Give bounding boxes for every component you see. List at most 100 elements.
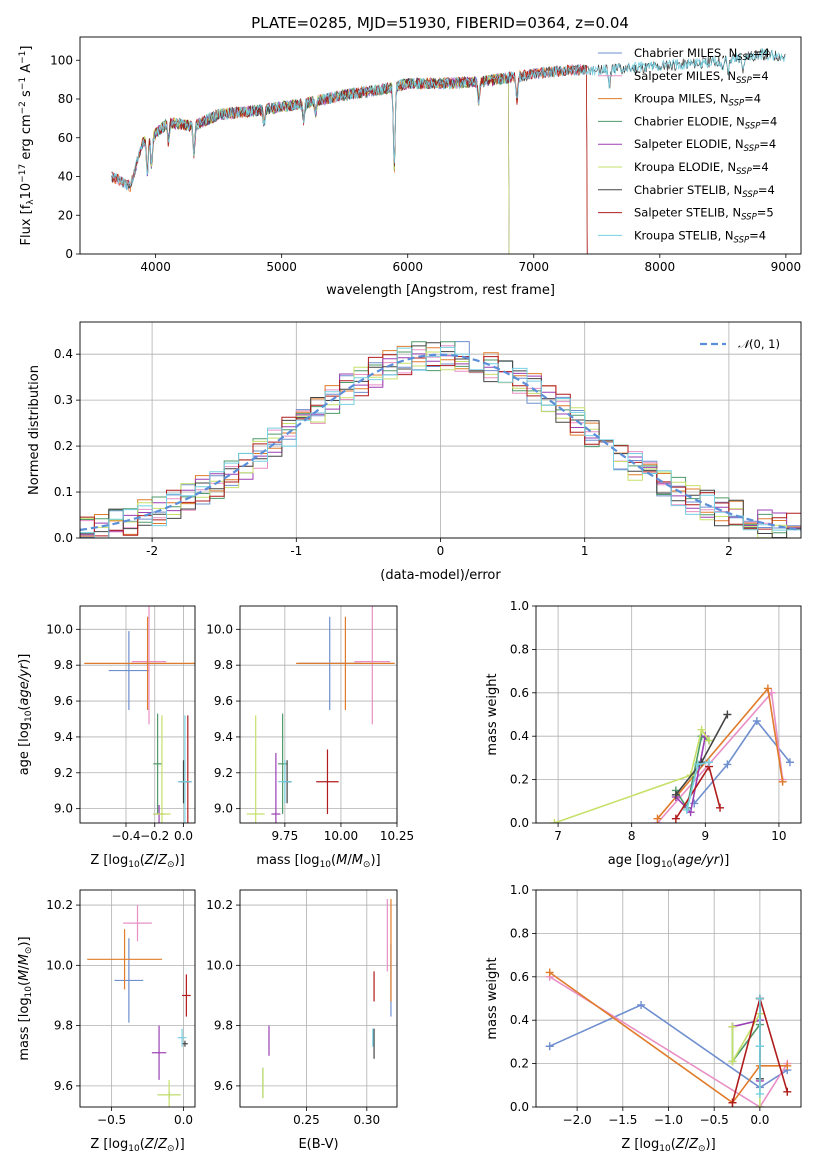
x-tick-label: −0.2 bbox=[140, 829, 169, 843]
weight-marker-kroupa-miles bbox=[763, 684, 772, 693]
axes-age_vs_mass: 9.75 10.00 10.25 9.0 9.2 9.4 9.6 9.8 10.0 mass [l… bbox=[206, 605, 414, 870]
y-axis-label: mass [log10(M/M⊙)] bbox=[17, 936, 34, 1060]
weight-marker-chabrier-miles bbox=[785, 758, 794, 767]
weight-marker-chabrier-miles bbox=[752, 717, 761, 726]
y-tick-label: 10.0 bbox=[46, 622, 73, 636]
y-tick-label: 0.2 bbox=[510, 1057, 529, 1071]
y-tick-label: 0.8 bbox=[510, 926, 529, 940]
y-tick-label: 0.2 bbox=[54, 439, 73, 453]
weight-marker-kroupa-miles bbox=[653, 814, 662, 823]
axes-mass_vs_EBV: 0.25 0.30 9.6 9.8 10.0 10.2 E(B-V) bbox=[206, 889, 398, 1152]
y-tick-label: 0.4 bbox=[54, 347, 73, 361]
x-axis-label: wavelength [Angstrom, rest frame] bbox=[326, 283, 555, 298]
x-tick-label: 0.30 bbox=[353, 1113, 380, 1127]
y-tick-label: 9.8 bbox=[214, 1019, 233, 1033]
x-tick-label: 10.25 bbox=[380, 829, 414, 843]
plot-area bbox=[545, 968, 792, 1107]
legend-entry: Kroupa ELODIE, NSSP=4 bbox=[634, 160, 769, 177]
weight-marker-kroupa-elodie bbox=[755, 1103, 764, 1107]
weight-marker-kroupa-stelib bbox=[704, 758, 713, 767]
axes-spectrum: 4000 5000 6000 7000 8000 9000 0 20 40 60 80 100 wave… bbox=[18, 36, 802, 298]
plot-area bbox=[262, 899, 392, 1098]
y-tick-label: 10.2 bbox=[206, 898, 233, 912]
axes-frame bbox=[239, 889, 398, 1108]
weight-marker-kroupa-elodie bbox=[728, 1057, 737, 1066]
x-axis-label: (data-model)/error bbox=[380, 568, 501, 583]
weight-marker-kroupa-elodie bbox=[704, 736, 713, 745]
y-axis-label: mass weight bbox=[485, 957, 500, 1039]
y-tick-label: 20 bbox=[58, 208, 73, 222]
plot-area bbox=[84, 606, 195, 823]
weight-line-chabrier-miles bbox=[693, 719, 791, 805]
spectrum-line-salpeter-stelib bbox=[111, 64, 588, 254]
x-axis-label: Z [log10(Z/Z⊙)] bbox=[90, 853, 184, 870]
y-tick-label: 9.6 bbox=[214, 694, 233, 708]
y-tick-label: 9.0 bbox=[214, 802, 233, 816]
legend-entry: Kroupa MILES, NSSP=4 bbox=[634, 92, 761, 109]
weight-marker-kroupa-stelib bbox=[755, 1089, 764, 1098]
spectrum-line-chabrier-elodie bbox=[142, 74, 510, 254]
x-axis-label: E(B-V) bbox=[298, 1137, 338, 1152]
legend-entry: Salpeter MILES, NSSP=4 bbox=[634, 69, 769, 86]
legend-entry: 𝒩(0, 1) bbox=[738, 337, 780, 351]
weight-marker-chabrier-miles bbox=[545, 1042, 554, 1051]
y-tick-label: 100 bbox=[50, 53, 73, 67]
panels: 4000 5000 6000 7000 8000 9000020406080100wave… bbox=[17, 36, 802, 1154]
x-tick-label: 0.0 bbox=[174, 829, 193, 843]
axes-frame bbox=[79, 605, 196, 824]
x-tick-label: -1 bbox=[290, 544, 302, 558]
weight-marker-salpeter-stelib bbox=[728, 1098, 737, 1107]
axes-frame bbox=[79, 321, 802, 539]
x-tick-label: 1 bbox=[581, 544, 589, 558]
x-tick-label: 0 bbox=[437, 544, 445, 558]
weight-marker-chabrier-miles bbox=[637, 1001, 646, 1010]
weight-line-kroupa-elodie bbox=[554, 727, 710, 823]
spectrum-line-kroupa-stelib bbox=[111, 48, 786, 191]
axes-mass_vs_Z: −0.5 0.0 9.6 9.8 10.0 10.2 Z [log10(Z/Z⊙)] mass… bbox=[17, 889, 196, 1154]
y-tick-label: 40 bbox=[58, 170, 73, 184]
plot-area bbox=[87, 905, 191, 1107]
weight-line-chabrier-elodie bbox=[675, 734, 710, 810]
weight-marker-kroupa-miles bbox=[783, 1061, 792, 1070]
x-tick-label: 0.0 bbox=[174, 1113, 193, 1127]
legend-entry: Chabrier ELODIE, NSSP=4 bbox=[634, 114, 777, 131]
weight-marker-chabrier-stelib bbox=[723, 710, 732, 719]
x-tick-label: 4000 bbox=[140, 260, 171, 274]
legend-entry: Salpeter ELODIE, NSSP=4 bbox=[634, 137, 776, 154]
x-tick-label: 9000 bbox=[771, 260, 802, 274]
x-tick-label: 10 bbox=[771, 829, 786, 843]
weight-line-salpeter-miles bbox=[549, 976, 788, 1107]
plot-area bbox=[246, 606, 395, 823]
y-tick-label: 9.6 bbox=[54, 694, 73, 708]
y-tick-label: 10.0 bbox=[46, 958, 73, 972]
legend-entry: Chabrier MILES, NSSP=4 bbox=[634, 46, 770, 63]
x-tick-label: 0.0 bbox=[750, 1113, 769, 1127]
x-tick-label: 10.00 bbox=[324, 829, 358, 843]
x-axis-label: Z [log10(Z/Z⊙)] bbox=[90, 1137, 184, 1154]
y-tick-label: 0.4 bbox=[510, 729, 529, 743]
y-tick-label: 0.4 bbox=[510, 1013, 529, 1027]
x-axis-label: age [log10(age/yr)] bbox=[608, 853, 730, 870]
y-tick-label: 0.2 bbox=[510, 773, 529, 787]
weight-marker-salpeter-stelib bbox=[783, 1087, 792, 1096]
y-tick-label: 9.6 bbox=[214, 1079, 233, 1093]
axes-weight_vs_Z: −2.0 −1.5 −1.0 −0.5 0.0 0.0 0.2 0.4 0.6 0.8 1.0 Z [… bbox=[485, 883, 802, 1154]
x-axis-label: mass [log10(M/M⊙)] bbox=[256, 853, 380, 870]
y-tick-label: 0.0 bbox=[54, 531, 73, 545]
x-tick-label: 9 bbox=[701, 829, 709, 843]
y-tick-label: 10.0 bbox=[206, 622, 233, 636]
x-tick-label: 7000 bbox=[519, 260, 550, 274]
axes-frame bbox=[79, 36, 802, 255]
y-axis-label: age [log10(age/yr)] bbox=[17, 654, 34, 776]
x-tick-label: 2 bbox=[725, 544, 733, 558]
y-tick-label: 9.0 bbox=[54, 802, 73, 816]
axes-frame bbox=[79, 889, 196, 1108]
weight-marker-salpeter-stelib bbox=[716, 803, 725, 812]
y-tick-label: 9.4 bbox=[54, 730, 73, 744]
weight-marker-kroupa-stelib bbox=[755, 1042, 764, 1051]
plot-area bbox=[550, 684, 794, 823]
weight-marker-kroupa-stelib bbox=[682, 805, 691, 814]
weight-marker-kroupa-miles bbox=[545, 968, 554, 977]
axes-frame bbox=[535, 889, 802, 1108]
y-axis-label: Normed distribution bbox=[27, 365, 42, 495]
